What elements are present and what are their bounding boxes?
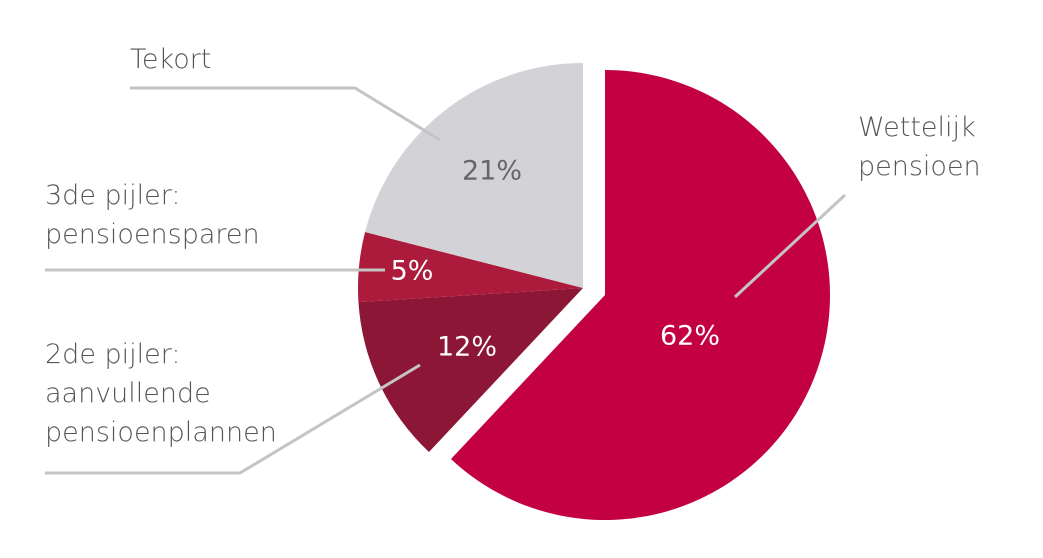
category-label: Tekort (130, 44, 212, 75)
pie-slice (365, 63, 583, 288)
value-label: 5% (391, 256, 434, 287)
leader-line (130, 86, 441, 142)
leader-line (733, 193, 847, 299)
category-label: 2de pijler: aanvullende pensioenplannen (45, 339, 277, 448)
value-label: 12% (437, 332, 497, 363)
value-label: 62% (660, 321, 720, 352)
category-label: 3de pijler: pensioensparen (45, 180, 260, 250)
value-label: 21% (462, 156, 522, 187)
pie-slice (358, 288, 583, 453)
pie-slice (358, 232, 583, 303)
leader-line (45, 363, 421, 475)
category-label: Wettelijk pensioen (858, 112, 981, 182)
pie-slice (450, 70, 830, 520)
